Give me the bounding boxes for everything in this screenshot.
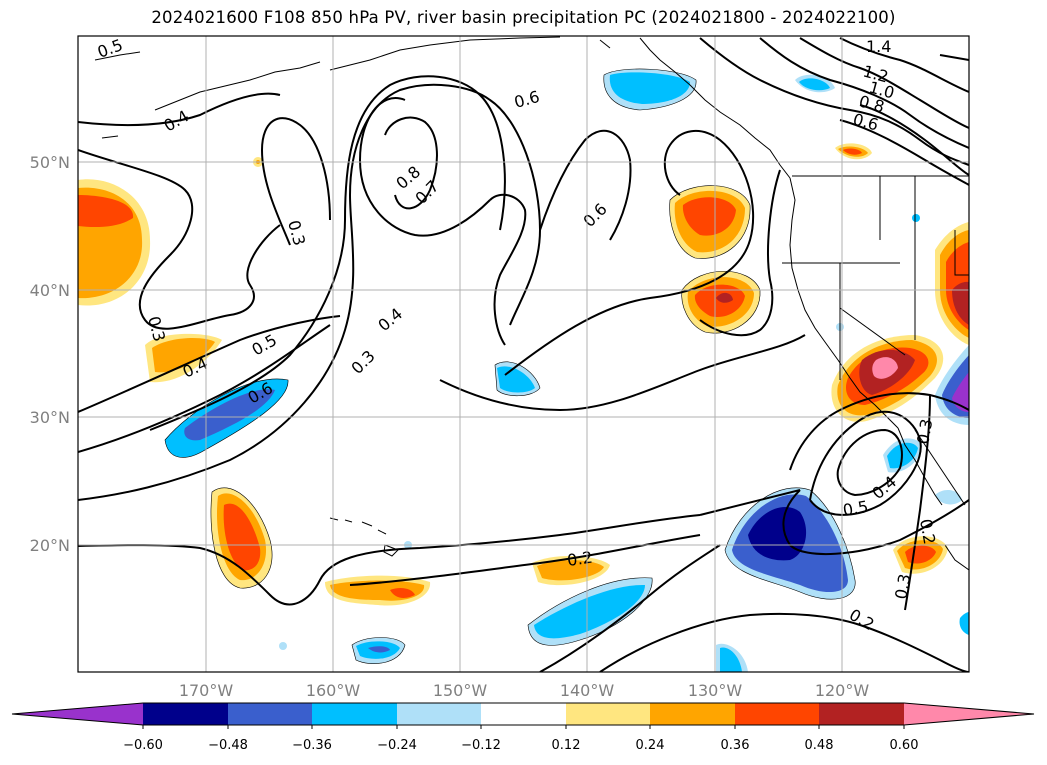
lon-label: 150°W [433, 681, 488, 700]
contour-label: 1.4 [866, 37, 891, 56]
pv-contours [78, 37, 969, 672]
colorbar-label: 0.12 [552, 738, 581, 753]
contour-label: 0.5 [841, 497, 869, 520]
colorbar-label: −0.24 [377, 738, 417, 753]
colorbar-label: −0.36 [292, 738, 332, 753]
contour-label: 0.3 [891, 572, 914, 600]
colorbar [11, 702, 1035, 726]
colorbar-labels: −0.60 −0.48 −0.36 −0.24 −0.12 0.12 0.24 … [123, 738, 918, 753]
colorbar-extend-high [904, 703, 1034, 725]
contour-label: 0.2 [916, 517, 939, 545]
colorbar-label: 0.60 [890, 738, 919, 753]
contour-label: 0.3 [913, 417, 936, 445]
lon-label: 160°W [306, 681, 361, 700]
colorbar-label: 0.36 [721, 738, 750, 753]
precip-fill [78, 68, 969, 672]
gridlines [78, 36, 969, 672]
lon-label: 130°W [688, 681, 743, 700]
lon-label: 140°W [560, 681, 615, 700]
lon-labels: 170°W 160°W 150°W 140°W 130°W 120°W [179, 681, 870, 700]
colorbar-label: −0.60 [123, 738, 163, 753]
lon-label: 170°W [179, 681, 234, 700]
map-title: 2024021600 F108 850 hPa PV, river basin … [151, 8, 896, 27]
coastline [94, 36, 969, 571]
colorbar-ticks [142, 725, 905, 729]
colorbar-label: −0.12 [461, 738, 501, 753]
colorbar-extend-low [12, 703, 143, 725]
colorbar-label: −0.48 [208, 738, 248, 753]
map-frame [77, 35, 970, 673]
lat-label: 30°N [30, 408, 70, 427]
lat-label: 40°N [30, 281, 70, 300]
colorbar-label: 0.24 [636, 738, 665, 753]
lat-label: 20°N [30, 536, 70, 555]
contour-label: 0.2 [566, 548, 594, 570]
lat-labels: 50°N 40°N 30°N 20°N [30, 153, 70, 555]
lat-label: 50°N [30, 153, 70, 172]
colorbar-label: 0.48 [805, 738, 834, 753]
lon-label: 120°W [815, 681, 870, 700]
